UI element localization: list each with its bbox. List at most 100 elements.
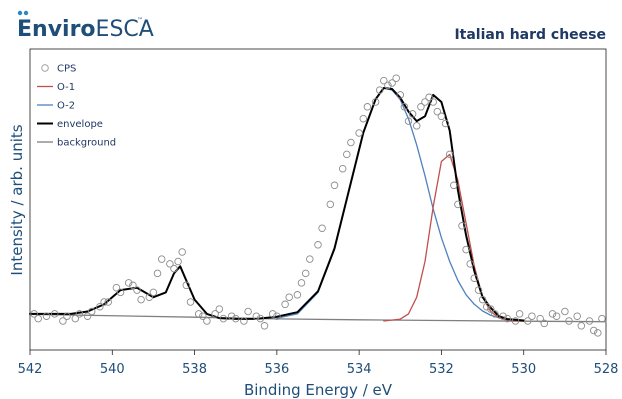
logo-trademark: ™ — [137, 17, 143, 24]
series-line-o-1 — [383, 153, 525, 322]
cps-data-point — [178, 248, 186, 256]
cps-data-point — [454, 200, 462, 209]
cps-data-point — [203, 317, 211, 325]
legend-label-o-1: O-1 — [57, 82, 75, 93]
cps-data-point — [400, 103, 409, 111]
cps-data-point — [437, 112, 446, 121]
cps-data-point — [256, 314, 265, 323]
cps-data-point — [104, 298, 112, 306]
cps-data-point — [598, 314, 606, 323]
cps-data-point — [528, 312, 536, 320]
legend-label-o-2: O-2 — [57, 101, 75, 112]
cps-data-point — [540, 319, 549, 328]
cps-data-point — [503, 314, 512, 323]
cps-data-point — [63, 312, 71, 320]
cps-data-point — [338, 164, 347, 173]
logo-brand-light: ESCA — [96, 17, 154, 42]
cps-data-point — [199, 312, 207, 320]
legend-marker-cps — [41, 64, 49, 72]
cps-data-point — [260, 322, 269, 330]
cps-data-point — [433, 107, 442, 116]
cps-data-point — [487, 305, 495, 313]
x-tick-label: 542 — [18, 362, 43, 377]
cps-data-point — [174, 257, 182, 266]
x-tick-label: 536 — [264, 362, 289, 377]
cps-data-point — [194, 310, 203, 318]
cps-data-point — [355, 129, 363, 137]
cps-data-point — [536, 314, 544, 323]
cps-data-point — [470, 274, 479, 282]
legend-label-cps: CPS — [57, 64, 76, 75]
cps-data-point — [252, 312, 261, 320]
cps-data-point — [594, 329, 602, 337]
cps-data-point — [112, 283, 121, 292]
cps-data-point — [441, 119, 450, 128]
cps-data-point — [211, 310, 219, 318]
x-tick-label: 538 — [182, 362, 207, 377]
cps-data-point — [157, 255, 166, 263]
x-tick-label: 534 — [347, 362, 372, 377]
cps-data-point — [573, 312, 581, 320]
cps-data-point — [363, 103, 372, 111]
cps-data-point — [227, 312, 236, 320]
cps-data-point — [215, 305, 224, 313]
cps-data-point — [458, 222, 466, 230]
cps-data-point — [482, 302, 491, 311]
logo-text: EnviroESCA — [17, 17, 154, 42]
plot-frame — [29, 48, 607, 351]
cps-data-point — [491, 310, 499, 318]
logo-brand-bold: Enviro — [17, 17, 96, 42]
cps-data-point — [515, 310, 524, 318]
x-axis-title: Binding Energy / eV — [244, 381, 393, 399]
cps-data-point — [182, 281, 191, 290]
cps-data-point — [371, 98, 380, 106]
cps-data-point — [421, 98, 429, 106]
cps-data-point — [552, 312, 561, 320]
cps-data-point — [565, 317, 573, 325]
x-tick-label: 530 — [511, 362, 536, 377]
cps-data-point — [577, 322, 586, 330]
cps-data-point — [450, 181, 458, 190]
cps-data-point — [396, 91, 405, 99]
cps-data-point — [170, 264, 178, 273]
cps-data-point — [149, 288, 158, 297]
cps-data-point — [268, 310, 277, 318]
legend-label-envelope: envelope — [57, 119, 103, 130]
cps-data-point — [219, 314, 228, 323]
series-line-envelope — [29, 87, 525, 322]
cps-data-point — [96, 302, 104, 311]
cps-data-point — [347, 138, 355, 147]
cps-data-point — [297, 279, 306, 287]
cps-data-point — [318, 224, 326, 232]
cps-data-point — [417, 103, 425, 111]
cps-data-point — [50, 310, 59, 318]
cps-data-point — [404, 117, 413, 125]
cps-data-point — [466, 260, 474, 268]
legend-label-background: background — [57, 138, 116, 149]
cps-data-point — [412, 122, 421, 130]
cps-data-point — [561, 307, 569, 316]
cps-data-point — [375, 86, 384, 94]
cps-data-point — [100, 298, 108, 306]
cps-data-point — [42, 312, 51, 320]
cps-data-point — [137, 295, 145, 304]
cps-data-point — [71, 314, 80, 323]
cps-data-point — [425, 93, 433, 102]
cps-data-point — [153, 269, 162, 278]
cps-data-point — [83, 312, 92, 320]
cps-data-point — [326, 200, 335, 209]
cps-data-point — [87, 307, 96, 316]
cps-data-point — [166, 260, 174, 268]
cps-data-point — [145, 293, 154, 301]
x-axis-ticks: 542 540 538 536 534 532 530 528 — [18, 350, 618, 377]
cps-data-point — [384, 81, 392, 90]
cps-data-point — [186, 298, 195, 306]
cps-data-point — [499, 312, 507, 320]
cps-data-point — [306, 255, 314, 263]
cps-data-point — [429, 98, 437, 106]
cps-data-point — [59, 317, 67, 325]
cps-data-point — [129, 281, 137, 290]
cps-data-point — [124, 279, 133, 287]
cps-data-point — [392, 74, 400, 82]
